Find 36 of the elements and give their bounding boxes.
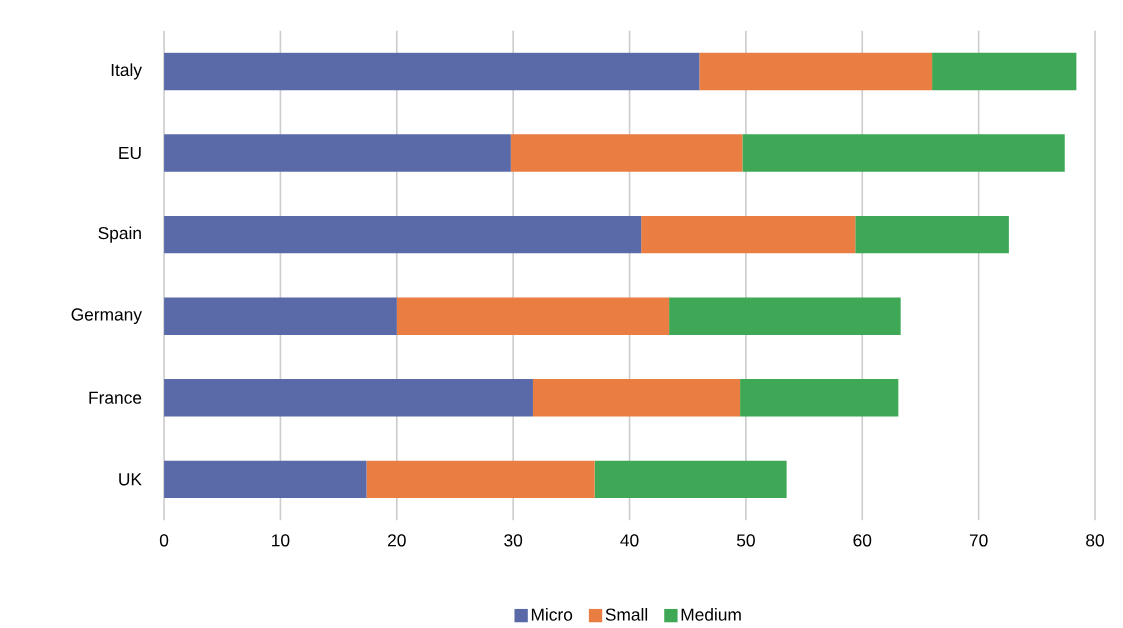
legend-label: Small (605, 607, 648, 621)
bar (740, 379, 899, 417)
bar (164, 379, 533, 417)
bar (742, 134, 1065, 172)
bar (699, 52, 933, 91)
bar (594, 460, 787, 498)
bar (396, 297, 670, 335)
bar (164, 297, 397, 335)
bar (669, 297, 901, 335)
x-tick-label: 0 (159, 534, 169, 547)
y-tick-label: France (89, 391, 142, 404)
bar (855, 215, 1009, 254)
x-tick-label: 50 (736, 534, 755, 547)
x-tick-label: 40 (620, 534, 639, 547)
bar (510, 134, 743, 172)
legend-label: Medium (681, 607, 741, 621)
legend-label: Micro (531, 607, 573, 621)
x-tick-label: 10 (272, 534, 290, 547)
bar (164, 460, 367, 498)
y-tick-label: Germany (71, 308, 142, 324)
bar (641, 215, 856, 254)
y-tick-label: Spain (98, 226, 141, 243)
bar (366, 460, 595, 498)
y-tick-label: UK (119, 473, 142, 486)
y-tick-label: EU (119, 146, 141, 159)
bar (164, 215, 642, 254)
bar (164, 52, 700, 91)
x-tick-label: 30 (504, 534, 523, 547)
x-tick-label: 60 (853, 534, 872, 547)
x-tick-label: 80 (1086, 534, 1104, 547)
y-tick-label: Italy (111, 63, 142, 80)
bar (532, 379, 741, 417)
x-tick-label: 70 (969, 534, 988, 547)
bar (932, 52, 1077, 91)
x-tick-label: 20 (388, 534, 406, 547)
bar (164, 134, 511, 172)
